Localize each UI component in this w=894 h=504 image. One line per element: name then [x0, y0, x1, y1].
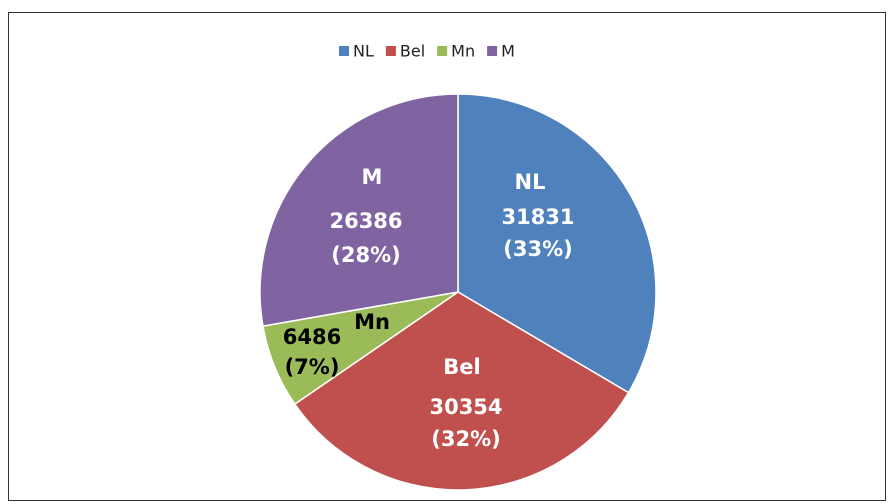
legend-swatch [437, 46, 448, 56]
value-label: 6486 [283, 325, 341, 349]
legend-label: Bel [400, 42, 425, 61]
percent-label: (7%) [285, 355, 340, 379]
value-label: 31831 [501, 205, 574, 229]
legend-swatch [385, 46, 396, 56]
legend-label: NL [353, 42, 374, 61]
pie-slice [457, 93, 657, 394]
legend-swatch [487, 46, 498, 56]
pie-slice [259, 93, 459, 328]
value-label: 30354 [429, 395, 502, 419]
percent-label: (32%) [431, 427, 500, 451]
percent-label: (33%) [503, 237, 572, 261]
legend-label: Mn [451, 42, 475, 61]
pie-slice [293, 291, 630, 491]
pie [259, 93, 657, 491]
legend-label: M [501, 42, 515, 61]
slice-name: M [362, 165, 383, 189]
legend-swatch [339, 46, 349, 56]
value-label: 26386 [329, 209, 402, 233]
slice-name: Bel [443, 355, 480, 379]
legend: NL Bel Mn M [339, 42, 515, 61]
slice-name: Mn [354, 310, 390, 334]
data-labels: NL 31831 (33%) Bel 30354 (32%) Mn 6486 (7%) M 2638… [283, 165, 575, 451]
percent-label: (28%) [331, 243, 400, 267]
slice-name: NL [515, 170, 546, 194]
